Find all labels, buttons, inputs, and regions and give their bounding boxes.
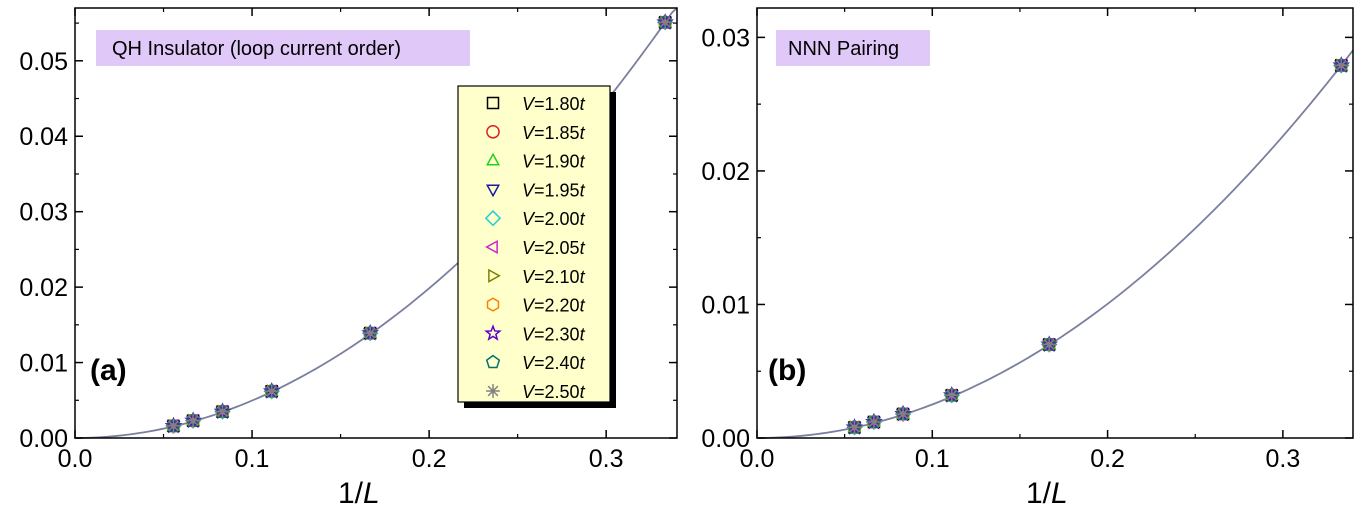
panel-b-ytick-label: 0.01 [701,291,750,319]
panel-b-plot-frame [756,7,1354,439]
panel-a-label: (a) [90,354,127,387]
panel-b-marker-asterisk [944,388,959,403]
legend-entry: V=2.50t [486,382,586,402]
panel-a-marker-asterisk [658,15,673,30]
panel-a-ytick-label: 0.04 [19,123,68,151]
panel-a-marker-asterisk [186,413,200,428]
panel-b-data-point [894,404,912,423]
panel-a-ytick-label: 0.03 [19,199,68,227]
legend-entry-label: V=2.50t [522,382,586,402]
legend-entry: V=2.10t [488,267,586,287]
panel-b-marker-asterisk [1042,337,1057,352]
legend-entry: V=2.30t [484,324,586,344]
legend: V=1.80t V=1.85t V=1.90t V=1.95t V=2.00t V=2.0… [457,85,616,408]
panel-a-annotation-box [96,30,470,66]
panel-a-ytick-label: 0.05 [19,48,68,76]
legend-marker-star [484,324,502,341]
legend-marker-square [486,96,500,110]
legend-entry-label: V=1.80t [522,94,586,114]
panel-a-xtick-label: 0.2 [412,445,447,473]
panel-b-label: (b) [768,354,806,387]
legend-entry: V=1.85t [486,123,586,143]
panel-a-data-point [656,13,674,31]
panel-b-data-point [942,385,961,404]
panel-a-xtick-label: 0.0 [58,445,93,473]
legend-entry: V=1.80t [486,94,586,114]
panel-b-annotation-box [776,30,930,66]
legend-marker-triangle-right [488,268,501,283]
legend-marker-triangle-down [485,184,501,198]
panel-a-plot-frame [74,7,678,439]
legend-marker-triangle-left [485,239,498,255]
panel-b-fit-curve [756,49,1354,439]
legend-marker-hexagon [486,297,500,312]
panel-b-data-point [845,418,864,436]
legend-marker-triangle-up [485,152,501,166]
panel-b-xtick-label: 0.1 [915,445,950,473]
panel-a-ytick-label: 0.02 [19,274,68,302]
panel-b-marker-asterisk [1334,58,1349,73]
legend-entry-label: V=2.30t [522,324,586,344]
panel-a-marker-asterisk [166,419,181,433]
legend-marker-asterisk [486,384,500,398]
panel-a-data-point [262,381,281,400]
panel-a-xtick-label: 0.3 [589,445,624,473]
legend-entry: V=1.95t [485,180,586,200]
panel-b-marker-asterisk [867,415,881,429]
panel-b-xtick-label: 0.3 [1265,445,1300,473]
legend-marker-diamond [484,209,502,227]
legend-entry: V=2.20t [486,296,586,316]
panel-b: NNN Pairing (b) 1/L 0.0 0.1 0.2 0.3 0.00 0.01 0.0… [701,7,1354,510]
panel-b-xtick-label: 0.0 [740,445,775,473]
legend-entry: V=2.05t [485,238,586,258]
legend-entry: V=2.00t [484,209,586,229]
panel-b-ytick-label: 0.03 [701,24,750,52]
panel-a-data-point [361,323,379,342]
legend-marker-pentagon [485,354,501,369]
panel-a-marker-asterisk [264,384,279,399]
panel-b-marker-asterisk [847,420,862,435]
legend-entry-label: V=1.95t [522,180,586,200]
legend-entry-label: V=2.05t [522,238,586,258]
panel-a-data-point [213,402,232,420]
legend-entry-label: V=2.00t [522,209,586,229]
panel-a-xlabel: 1/L [338,477,380,510]
panel-b-xtick-label: 0.2 [1090,445,1125,473]
panel-a: QH Insulator (loop current order) (a) 1/L 0… [19,7,678,510]
panel-b-data-point [865,412,883,431]
legend-entry-label: V=1.90t [522,152,586,172]
legend-box [457,85,611,403]
panel-b-xlabel: 1/L [1026,477,1068,510]
panel-a-marker-asterisk [363,326,378,341]
panel-b-ytick-label: 0.02 [701,158,750,186]
panel-b-marker-asterisk [896,407,910,421]
panel-b-data-point [1040,335,1059,353]
legend-entry: V=1.90t [485,152,586,172]
legend-entry: V=2.40t [485,353,586,373]
panel-b-data-point [1332,56,1351,74]
panel-a-ytick-label: 0.00 [19,425,68,453]
panel-a-marker-asterisk [215,404,230,419]
panel-a-annotation: QH Insulator (loop current order) [112,38,401,60]
panel-a-ytick-label: 0.01 [19,350,68,378]
legend-entry-label: V=2.10t [522,267,586,287]
panel-b-ytick-label: 0.00 [701,425,750,453]
legend-entry-label: V=2.40t [522,353,586,373]
legend-entry-label: V=1.85t [522,123,586,143]
panel-a-data-point [184,411,202,429]
panel-a-xtick-label: 0.1 [235,445,270,473]
panel-a-data-point [164,416,183,435]
legend-marker-circle [486,125,500,139]
panel-b-annotation: NNN Pairing [788,38,899,60]
legend-entry-label: V=2.20t [522,296,586,316]
